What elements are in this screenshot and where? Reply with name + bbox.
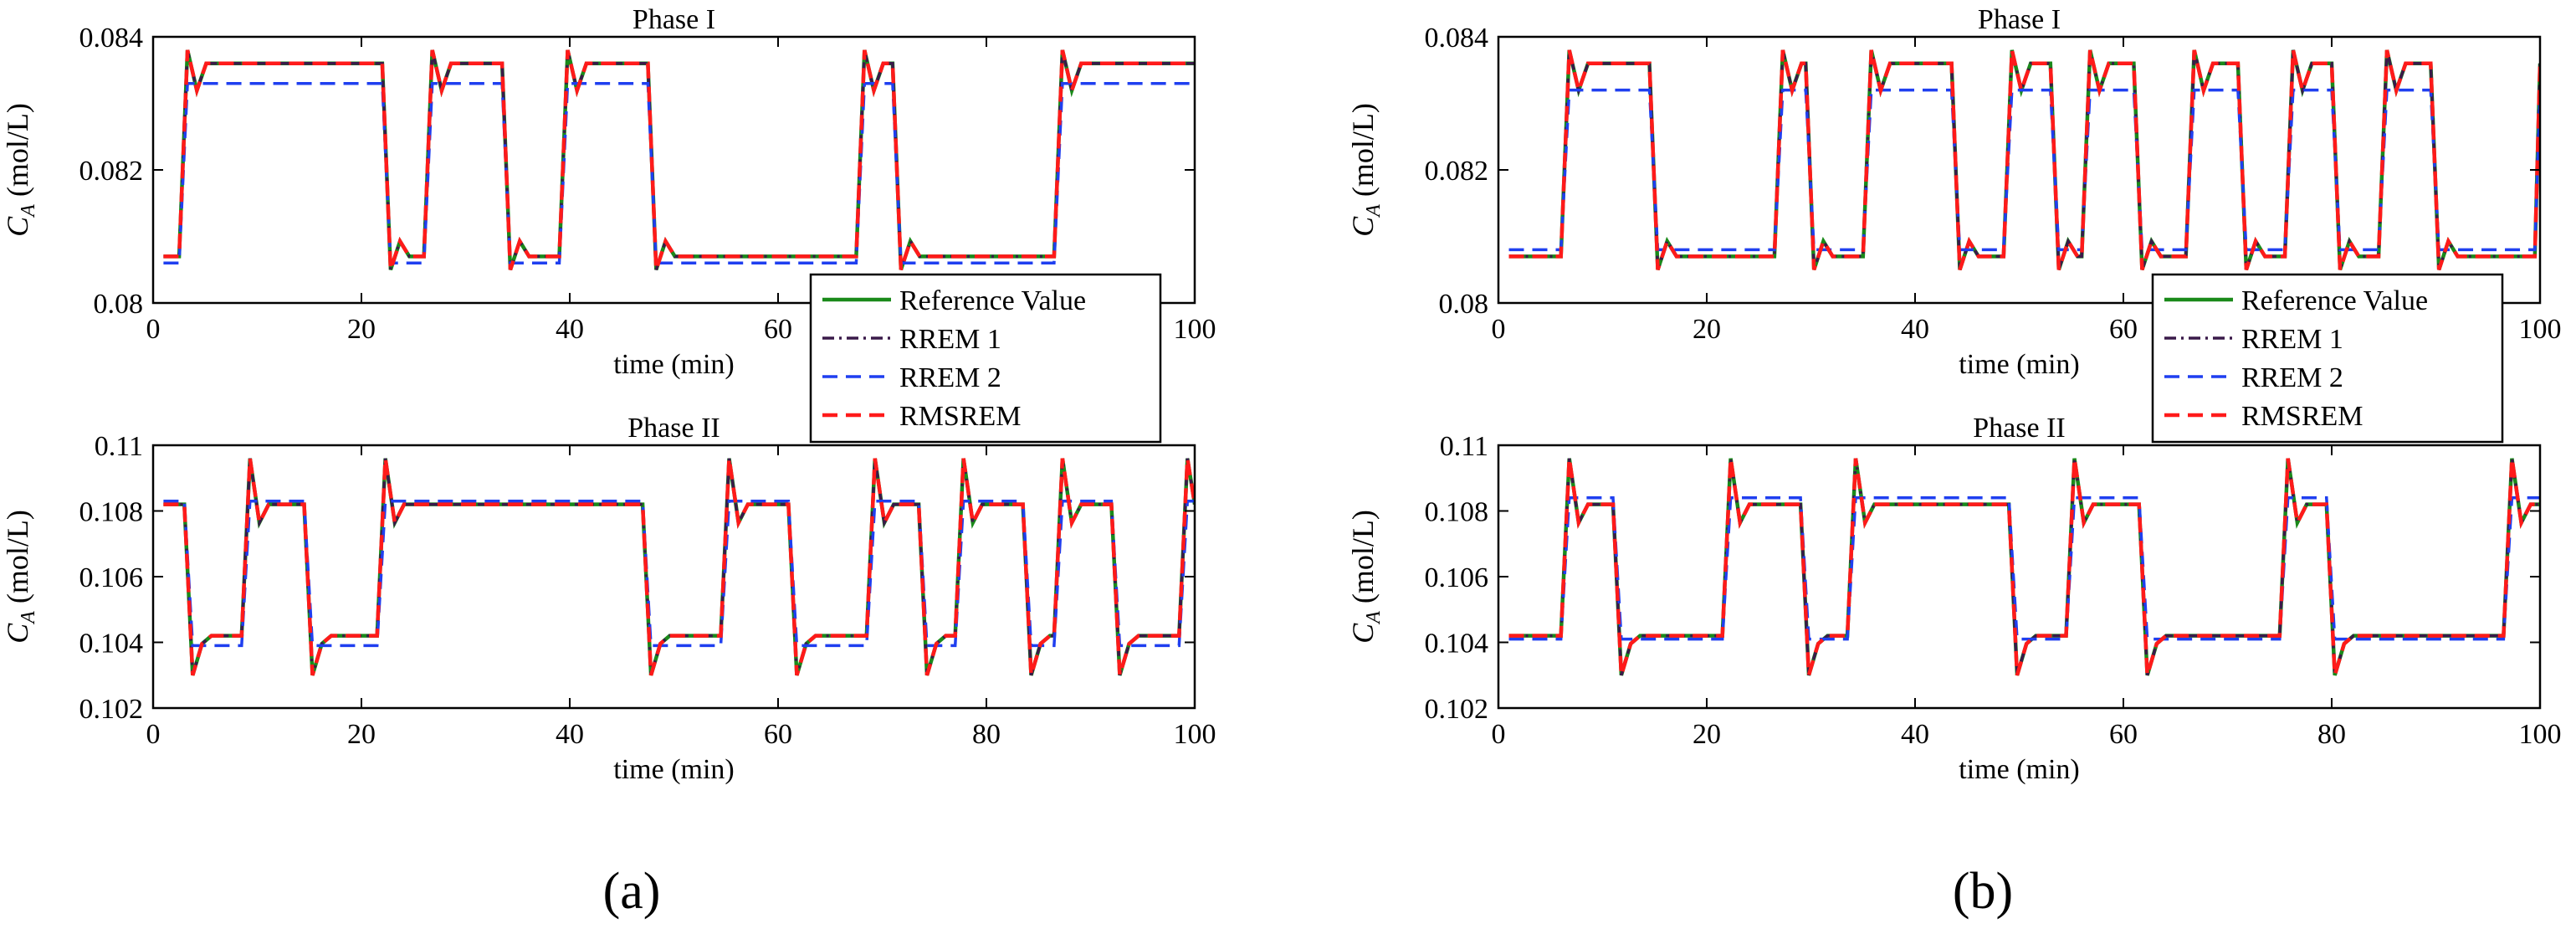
chart-title: Phase II [627, 413, 720, 444]
y-tick-label: 0.108 [1425, 497, 1489, 528]
x-tick-label: 20 [347, 314, 376, 345]
legend-label-reference: Reference Value [899, 285, 1086, 316]
y-tick-label: 0.104 [1425, 629, 1489, 660]
y-tick-label: 0.108 [79, 497, 144, 528]
x-tick-label: 40 [556, 314, 584, 345]
x-tick-label: 20 [1693, 314, 1721, 345]
x-tick-label: 80 [972, 719, 1001, 750]
x-tick-label: 20 [347, 719, 376, 750]
legend-label-rrem1: RREM 1 [2241, 324, 2343, 355]
y-tick-label: 0.08 [94, 289, 144, 320]
x-tick-label: 80 [2317, 719, 2346, 750]
x-axis-label: time (min) [1959, 754, 2079, 785]
series-rrem1 [1508, 458, 2540, 676]
y-axis-label: CA (mol/L) [1, 103, 39, 237]
series-reference [1508, 458, 2540, 676]
x-tick-label: 0 [146, 314, 161, 345]
y-tick-label: 0.11 [95, 431, 143, 462]
y-tick-label: 0.106 [1425, 562, 1489, 593]
legend-label-rmsrem: RMSREM [2241, 401, 2363, 432]
series-rmsrem [163, 458, 1195, 676]
x-tick-label: 0 [146, 719, 161, 750]
legend-label-rrem1: RREM 1 [899, 324, 1001, 355]
y-tick-label: 0.084 [79, 23, 144, 54]
y-axis-label: CA (mol/L) [1346, 510, 1385, 644]
x-axis-label: time (min) [613, 754, 734, 785]
legend-label-rrem2: RREM 2 [2241, 362, 2343, 393]
y-tick-label: 0.082 [1425, 156, 1489, 187]
legend: Reference Value RREM 1 RREM 2 RMSREM [809, 273, 1162, 444]
series-rrem1 [1508, 49, 2540, 270]
legend: Reference Value RREM 1 RREM 2 RMSREM [2151, 273, 2504, 444]
legend-label-reference: Reference Value [2241, 285, 2428, 316]
x-tick-label: 40 [556, 719, 584, 750]
x-tick-label: 40 [1901, 314, 1929, 345]
y-tick-label: 0.08 [1439, 289, 1489, 320]
series-reference [163, 49, 1195, 271]
x-tick-label: 40 [1901, 719, 1929, 750]
chart-title: Phase I [1978, 4, 2061, 35]
x-axis-label: time (min) [613, 349, 734, 380]
charts-container: 0 20 40 60 80 100 0.08 0.082 0.084 Phase I time (m… [1, 4, 2562, 785]
series-rrem2 [1508, 496, 2540, 641]
axes-box [151, 35, 1196, 305]
panel-label-b: (b) [1953, 863, 2013, 920]
y-tick-label: 0.102 [79, 694, 144, 725]
y-tick-label: 0.102 [1425, 694, 1489, 725]
legend-box [2151, 273, 2504, 444]
x-tick-label: 100 [2519, 314, 2562, 345]
panel-label-a: (a) [603, 863, 661, 920]
legend-label-rrem2: RREM 2 [899, 362, 1001, 393]
y-tick-label: 0.104 [79, 629, 144, 660]
legend-box [809, 273, 1162, 444]
legend-label-rmsrem: RMSREM [899, 401, 1022, 432]
y-axis-label: CA (mol/L) [1, 510, 39, 644]
series-rmsrem [1508, 49, 2540, 271]
x-tick-label: 100 [1174, 314, 1216, 345]
chart-b-phase-2: 0 20 40 60 80 100 0.102 0.104 0.106 0.108 0.11 Phas… [1346, 413, 2562, 785]
x-axis-label: time (min) [1959, 349, 2079, 380]
chart-title: Phase I [632, 4, 715, 35]
x-tick-label: 100 [1174, 719, 1216, 750]
x-tick-label: 100 [2519, 719, 2562, 750]
x-tick-label: 60 [2109, 719, 2138, 750]
series-rmsrem [1508, 458, 2540, 676]
series-group [163, 49, 1195, 271]
chart-title: Phase II [1973, 413, 2065, 444]
y-tick-label: 0.106 [79, 562, 144, 593]
y-tick-label: 0.11 [1440, 431, 1488, 462]
series-rrem2 [163, 499, 1195, 648]
series-rrem1 [163, 49, 1195, 270]
x-tick-label: 60 [764, 314, 792, 345]
series-group [163, 458, 1195, 676]
x-tick-label: 20 [1693, 719, 1721, 750]
series-rmsrem [163, 49, 1195, 271]
series-group [1508, 49, 2540, 271]
x-tick-label: 0 [1492, 719, 1506, 750]
series-group [1508, 458, 2540, 676]
y-tick-label: 0.084 [1425, 23, 1489, 54]
y-axis-label: CA (mol/L) [1346, 103, 1385, 237]
x-tick-label: 60 [764, 719, 792, 750]
x-tick-label: 60 [2109, 314, 2138, 345]
chart-a-phase-2: 0 20 40 60 80 100 0.102 0.104 0.106 0.108 0.11 Phas… [1, 413, 1216, 785]
y-tick-label: 0.082 [79, 156, 144, 187]
series-rrem2 [163, 81, 1195, 265]
x-tick-label: 0 [1492, 314, 1506, 345]
